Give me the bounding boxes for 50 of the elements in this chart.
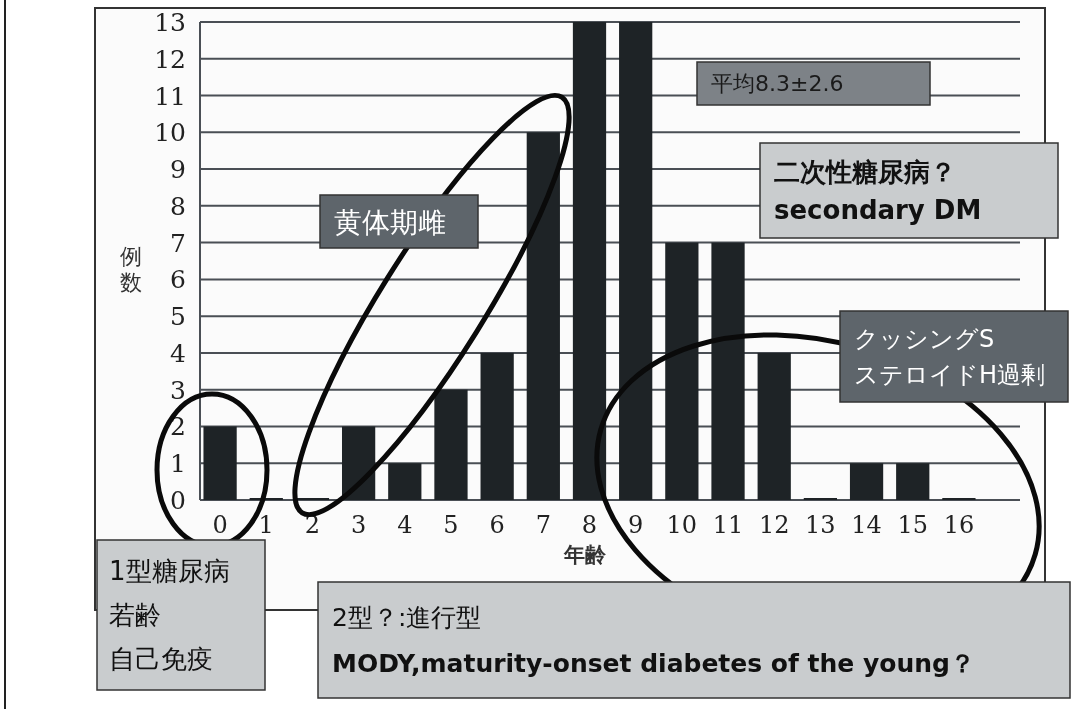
bar [341, 426, 376, 500]
y-tick-label: 10 [154, 118, 186, 148]
y-tick-label: 6 [170, 265, 186, 295]
x-tick-label: 14 [851, 511, 882, 539]
bar [388, 463, 422, 500]
y-axis-title: 例数 [120, 244, 142, 295]
y-tick-label: 1 [170, 449, 186, 479]
y-tick-label: 13 [154, 8, 186, 37]
bar [203, 426, 237, 500]
x-tick-label: 5 [443, 511, 459, 539]
annotation: 二次性糖尿病？ [774, 156, 956, 187]
y-tick-label: 9 [170, 155, 186, 185]
y-tick-label: 11 [154, 81, 186, 111]
y-tick-label: 7 [170, 228, 186, 258]
x-tick-label: 6 [489, 511, 505, 539]
y-tick-label: 8 [170, 191, 186, 221]
bar [572, 22, 607, 500]
bar [849, 463, 884, 500]
bar [665, 242, 699, 500]
x-tick-label: 8 [581, 511, 598, 539]
y-tick-label: 3 [170, 375, 186, 405]
bar [711, 242, 745, 500]
bar [480, 352, 514, 500]
y-tick-label: 4 [170, 338, 186, 368]
annotation: 平均8.3±2.6 [711, 71, 844, 97]
bar [757, 352, 791, 500]
x-tick-label: 7 [535, 511, 551, 539]
x-tick-label: 10 [666, 511, 698, 539]
annotation: 黄体期雌 [334, 205, 446, 239]
x-tick-label: 11 [712, 511, 744, 539]
bar [619, 22, 653, 500]
x-tick-label: 13 [805, 511, 836, 539]
x-tick-label: 12 [758, 511, 790, 539]
x-tick-label: 0 [212, 511, 228, 539]
x-tick-label: 4 [397, 511, 413, 539]
x-tick-label: 1 [258, 511, 274, 539]
annotation: ステロイドH過剰 [854, 361, 1046, 390]
bar [434, 389, 468, 500]
x-axis-title: 年齢 [563, 543, 607, 567]
bar [896, 463, 930, 500]
annotation: クッシングS [854, 325, 995, 354]
bar [526, 132, 560, 500]
y-tick-label: 5 [170, 302, 186, 332]
y-tick-label: 12 [154, 44, 186, 74]
x-tick-label: 9 [628, 511, 644, 539]
annotation: secondary DM [774, 194, 982, 225]
x-tick-label: 3 [350, 511, 367, 539]
x-tick-label: 16 [943, 511, 975, 539]
x-tick-label: 15 [897, 511, 929, 539]
y-tick-label: 0 [170, 486, 186, 515]
